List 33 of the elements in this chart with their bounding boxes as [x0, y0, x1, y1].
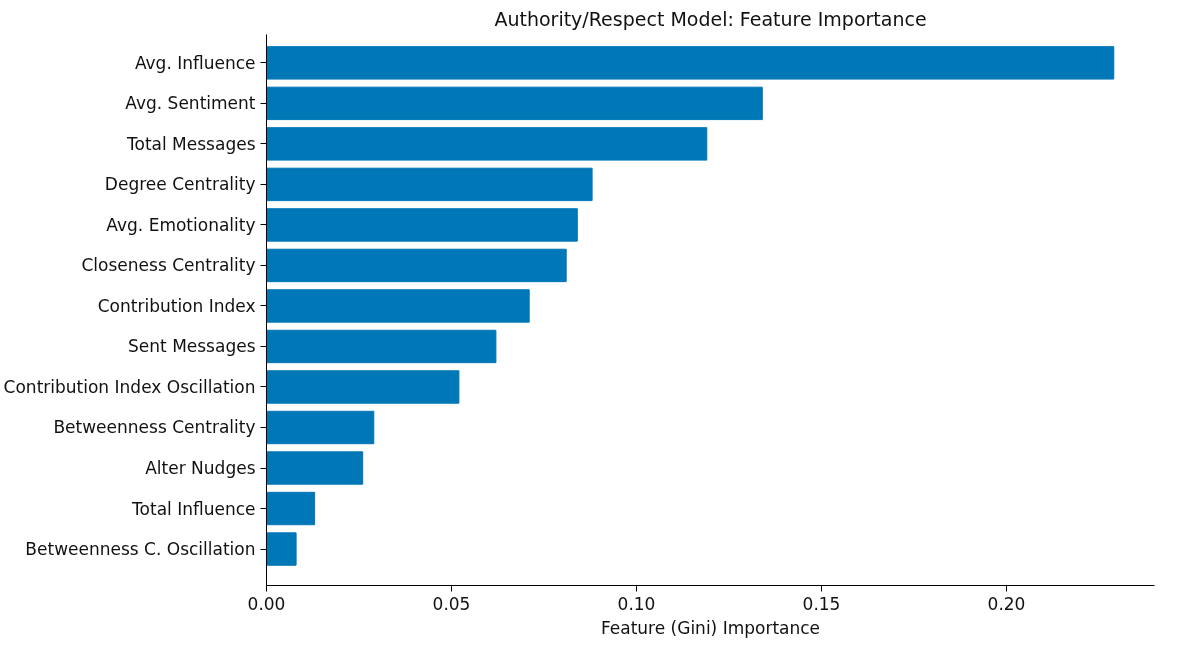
bar [266, 167, 593, 202]
x-axis-title: Feature (Gini) Importance [600, 617, 821, 638]
x-tick-label: 0.15 [802, 593, 841, 614]
bar [266, 370, 460, 404]
bar [266, 248, 567, 283]
x-tick-label: 0.05 [432, 593, 471, 614]
bar [266, 532, 297, 566]
bar [266, 86, 763, 121]
bar [266, 46, 1115, 80]
y-tick-label: Degree Centrality [104, 174, 256, 195]
x-tick-label: 0.20 [987, 593, 1026, 614]
y-tick-label: Betweenness C. Oscillation [25, 539, 256, 560]
bar [266, 329, 497, 364]
bar [266, 491, 316, 526]
y-tick-label: Betweenness Centrality [53, 417, 256, 438]
y-tick-label: Total Messages [126, 133, 256, 154]
y-tick-label: Avg. Sentiment [125, 93, 256, 114]
y-tick-label: Total Influence [131, 498, 256, 519]
bar [266, 289, 530, 323]
y-tick-label: Avg. Influence [134, 52, 256, 73]
x-tick-label: 0.10 [617, 593, 656, 614]
y-tick-label: Contribution Index [97, 295, 256, 316]
x-tick-label: 0.00 [247, 593, 286, 614]
y-tick-label: Contribution Index Oscillation [3, 376, 256, 397]
y-tick-label: Avg. Emotionality [106, 214, 256, 235]
y-tick-label: Closeness Centrality [81, 255, 256, 276]
y-tick-label: Sent Messages [128, 336, 256, 357]
bar [266, 208, 578, 242]
y-tick-label: Alter Nudges [145, 458, 256, 479]
bar [266, 451, 364, 485]
bar [266, 127, 708, 161]
bar [266, 410, 375, 445]
chart-title: Authority/Respect Model: Feature Importance [494, 7, 927, 30]
